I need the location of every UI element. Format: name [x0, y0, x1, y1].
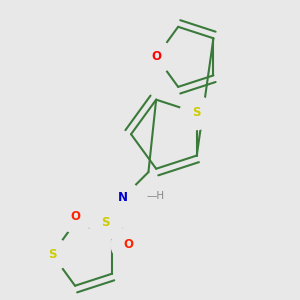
Text: S: S [48, 248, 56, 261]
Circle shape [139, 40, 174, 74]
Text: S: S [193, 106, 201, 119]
Circle shape [35, 237, 70, 272]
Text: O: O [123, 238, 133, 251]
Text: O: O [151, 50, 161, 63]
Text: O: O [71, 210, 81, 223]
Text: N: N [118, 191, 128, 204]
Text: S: S [101, 216, 110, 229]
Circle shape [110, 227, 145, 262]
Circle shape [88, 205, 123, 240]
Circle shape [106, 180, 140, 215]
Circle shape [58, 199, 93, 234]
Text: —H: —H [147, 191, 165, 201]
Circle shape [179, 95, 214, 130]
